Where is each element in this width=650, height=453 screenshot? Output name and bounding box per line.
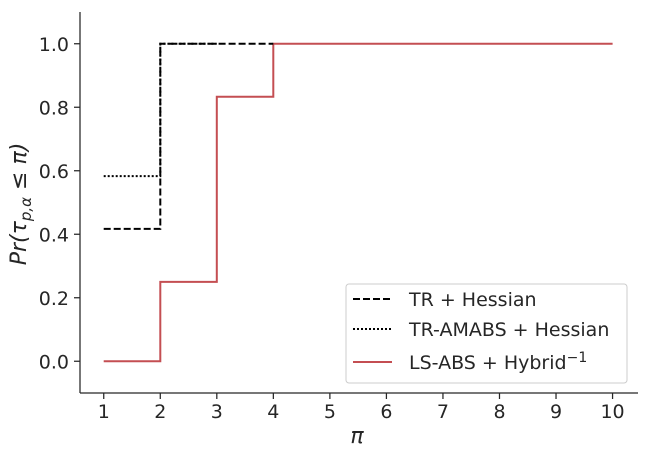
x-tick-label: 9 xyxy=(550,401,562,423)
legend-label-tr-hessian: TR + Hessian xyxy=(408,289,537,311)
y-tick-label: 0.2 xyxy=(39,288,69,310)
x-tick-label: 1 xyxy=(98,401,110,423)
x-tick-label: 8 xyxy=(493,401,505,423)
y-tick-label: 0.4 xyxy=(39,224,69,246)
x-tick-label: 10 xyxy=(600,401,624,423)
x-tick-label: 3 xyxy=(211,401,223,423)
legend-label-ls-abs-hybrid-main: LS-ABS + Hybrid xyxy=(409,352,567,374)
y-ticks: 0.0 0.2 0.4 0.6 0.8 1.0 xyxy=(39,34,80,373)
x-tick-label: 2 xyxy=(154,401,166,423)
x-ticks: 1 2 3 4 5 6 7 8 9 10 xyxy=(98,393,625,423)
x-tick-label: 6 xyxy=(380,401,392,423)
y-tick-label: 0.8 xyxy=(39,97,69,119)
x-axis-label: π xyxy=(350,424,364,449)
x-tick-label: 7 xyxy=(437,401,449,423)
y-axis-label: Pr(τp,α ≤ π) xyxy=(7,143,35,266)
series-line-ls-abs-hybrid xyxy=(103,42,613,363)
y-axis-label-prefix: Pr(τ xyxy=(7,220,32,265)
series-line-tr-amabs-hessian xyxy=(103,42,217,178)
legend-frame xyxy=(345,283,628,384)
x-tick-label: 5 xyxy=(324,401,336,423)
axes xyxy=(79,12,638,394)
legend-label-tr-amabs-hessian: TR-AMABS + Hessian xyxy=(408,319,609,341)
y-tick-label: 1.0 xyxy=(39,34,69,56)
y-tick-label: 0.6 xyxy=(39,161,69,183)
y-axis-label-subscript: p,α xyxy=(17,197,35,222)
y-tick-label: 0.0 xyxy=(39,351,69,373)
legend-label-ls-abs-hybrid-sup: −1 xyxy=(567,350,588,366)
legend: TR + Hessian TR-AMABS + Hessian LS-ABS +… xyxy=(345,283,628,384)
series-line-tr-hessian xyxy=(103,42,274,230)
legend-label-ls-abs-hybrid: LS-ABS + Hybrid−1 xyxy=(409,350,587,374)
y-axis-label-suffix: ≤ π) xyxy=(7,143,32,197)
x-tick-label: 4 xyxy=(267,401,279,423)
series-lines xyxy=(103,42,613,363)
